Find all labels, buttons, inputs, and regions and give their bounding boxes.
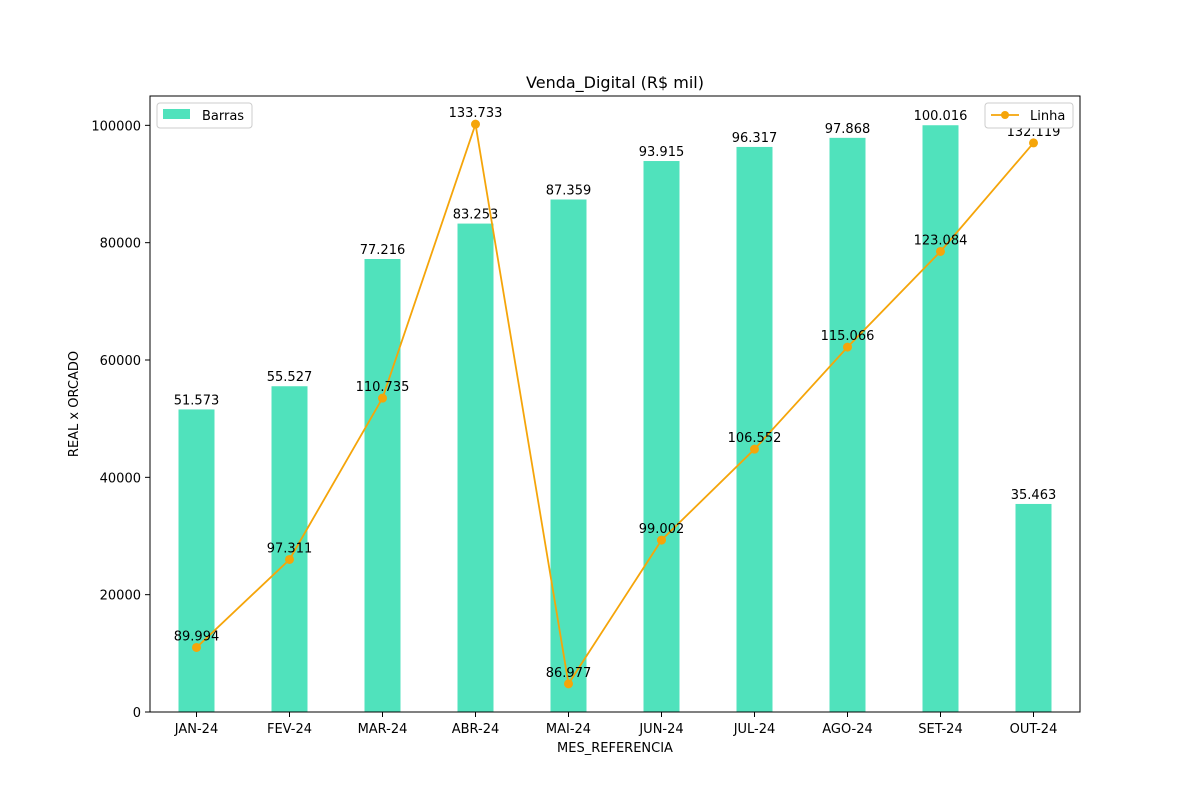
x-tick-label: JAN-24 [174,722,218,737]
y-tick-label: 20000 [100,589,141,604]
plot-frame [149,95,1081,713]
line-label-jan-24: 89.994 [174,629,220,644]
bar-label-jul-24: 96.317 [732,131,778,146]
bar-series [178,125,1052,713]
y-tick-label: 60000 [100,354,141,369]
bar-jul-24 [736,146,773,713]
bar-abr-24 [457,223,494,712]
y-axis: 0 20000 40000 60000 80000 100000 [91,119,150,721]
y-tick-label: 100000 [91,119,141,134]
x-tick-label: JUN-24 [638,722,683,737]
bar-label-out-24: 35.463 [1011,488,1057,503]
line-point-jul-24 [750,444,759,454]
bar-fev-24 [271,386,308,712]
line-data-labels: 89.994 97.311 110.735 133.733 86.977 99.002 10… [174,106,1061,681]
bar-mai-24 [550,199,587,712]
x-tick-label: SET-24 [918,722,962,737]
legend-line-frame [984,102,1074,129]
bar-set-24 [922,125,959,713]
line-point-ago-24 [843,342,852,352]
line-point-out-24 [1029,138,1038,148]
y-axis-label: REAL x ORCADO [67,351,82,457]
bar-jun-24 [643,161,680,713]
bar-label-jan-24: 51.573 [174,393,220,408]
line-point-mai-24 [564,679,573,689]
line-label-jun-24: 99.002 [639,522,685,537]
y-tick-label: 0 [133,706,141,721]
legend-line: Linha [984,102,1074,129]
legend-bars-label: Barras [202,109,244,124]
line-point-abr-24 [471,119,480,129]
line-point-jan-24 [192,642,201,652]
x-tick-label: MAI-24 [546,722,591,737]
bar-label-abr-24: 83.253 [453,208,499,223]
legend-line-label: Linha [1030,109,1065,124]
x-tick-label: FEV-24 [267,722,312,737]
x-tick-label: AGO-24 [822,722,873,737]
legend-bars: Barras [156,102,253,129]
bar-mar-24 [364,258,401,712]
line-path [195,123,1035,687]
legend-line-marker [1001,111,1009,119]
line-label-abr-24: 133.733 [449,106,503,121]
line-point-jun-24 [657,535,666,545]
bar-ago-24 [829,137,866,712]
x-tick-label: JUL-24 [733,722,776,737]
line-point-set-24 [936,246,945,256]
x-tick-label: ABR-24 [452,722,500,737]
line-label-mai-24: 86.977 [546,666,592,681]
line-label-fev-24: 97.311 [267,541,313,556]
bar-out-24 [1015,503,1052,712]
x-axis-label: MES_REFERENCIA [557,741,673,756]
x-tick-label: OUT-24 [1010,722,1058,737]
line-point-mar-24 [378,393,387,403]
bar-label-mai-24: 87.359 [546,183,592,198]
line-label-ago-24: 115.066 [821,329,875,344]
y-tick-label: 40000 [100,471,141,486]
line-label-jul-24: 106.552 [728,431,782,446]
y-tick-label: 80000 [100,237,141,252]
line-point-fev-24 [285,554,294,564]
x-axis: JAN-24 FEV-24 MAR-24 ABR-24 MAI-24 JUN-24 JUL-… [174,712,1058,737]
chart-title: Venda_Digital (R$ mil) [526,73,704,93]
line-label-mar-24: 110.735 [356,380,410,395]
line-label-out-24: 132.119 [1007,125,1061,140]
bar-label-mar-24: 77.216 [360,243,406,258]
bar-label-ago-24: 97.868 [825,122,871,137]
legend-bars-swatch [163,109,190,119]
bar-label-jun-24: 93.915 [639,145,685,160]
bar-label-set-24: 100.016 [914,109,968,124]
x-tick-label: MAR-24 [358,722,408,737]
bar-jan-24 [178,409,215,712]
bar-data-labels: 51.573 55.527 77.216 83.253 87.359 93.915 96.3… [174,109,1057,503]
line-series [192,119,1038,689]
line-label-set-24: 123.084 [914,233,968,248]
bar-label-fev-24: 55.527 [267,370,313,385]
